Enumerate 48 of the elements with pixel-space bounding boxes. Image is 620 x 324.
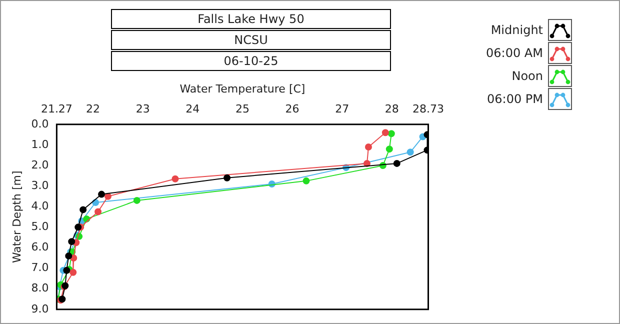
point [133, 196, 140, 204]
y-axis-title: Water Depth [m] [10, 170, 24, 264]
point [63, 266, 70, 274]
y-tick-label: 2.0 [31, 158, 49, 172]
x-tick-label: 23 [136, 102, 150, 116]
y-tick-label: 0.0 [31, 117, 49, 130]
point [388, 130, 395, 138]
x-tick-label: 27 [335, 102, 350, 116]
x-axis-title: Water Temperature [C] [180, 82, 306, 96]
legend-label: 06:00 AM [485, 46, 544, 60]
chart-subtitle: NCSU [111, 30, 391, 50]
point [364, 144, 372, 151]
point [98, 190, 106, 198]
point [94, 208, 102, 216]
point [80, 206, 87, 214]
point [68, 238, 76, 246]
y-tick-label: 3.0 [31, 178, 49, 192]
point [224, 174, 231, 182]
point [393, 160, 400, 167]
y-tick-label: 5.0 [31, 220, 49, 234]
point [65, 252, 72, 260]
chart-title: Falls Lake Hwy 50 [111, 9, 391, 29]
y-tick-label: 4.0 [31, 199, 49, 212]
x-tick-label: 25 [235, 102, 250, 116]
x-tick-label: 24 [186, 102, 200, 116]
x-tick-label: 28 [384, 102, 399, 116]
x-tick-label: 26 [285, 102, 300, 116]
point [382, 129, 389, 136]
point [302, 177, 310, 184]
legend-label: Noon [510, 69, 544, 83]
x-tick-label: 21.27 [40, 102, 72, 116]
y-tick-label: 1.0 [31, 138, 49, 151]
y-tick-label: 8.0 [31, 282, 49, 295]
point [70, 268, 77, 276]
point [386, 146, 393, 153]
legend-label: 06:00 PM [486, 92, 544, 106]
point [74, 224, 82, 231]
point [172, 175, 179, 182]
y-tick-label: 9.0 [31, 302, 49, 316]
x-tick-label: 22 [86, 102, 100, 116]
x-tick-label: 28.73 [412, 102, 444, 116]
point [104, 192, 112, 200]
text: 06-10-25 [111, 51, 391, 71]
legend-label: Midnight [490, 23, 544, 37]
y-tick-label: 7.0 [31, 261, 49, 274]
point [406, 148, 414, 156]
y-tick-label: 6.0 [31, 240, 49, 254]
point [70, 254, 78, 262]
